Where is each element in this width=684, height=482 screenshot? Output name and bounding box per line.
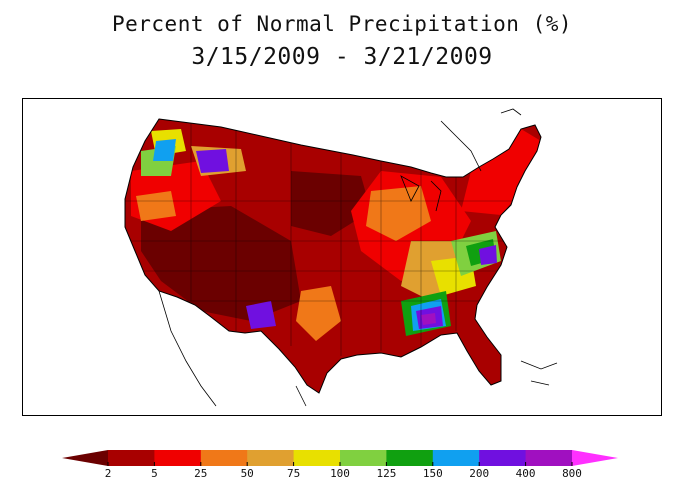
legend-tick-label: 200 [469, 467, 489, 480]
legend-segment-c400_800 [525, 450, 573, 466]
map-title-line-2: 3/15/2009 - 3/21/2009 [191, 44, 493, 70]
legend-segment-c25_50 [200, 450, 248, 466]
legend-segment-c125_150 [386, 450, 434, 466]
zone-150-200-northwest [153, 139, 176, 161]
zone-25-50-west [136, 191, 176, 221]
legend-segment-c200_400 [479, 450, 527, 466]
legend-tick-label: 100 [330, 467, 350, 480]
legend-segment-c75_100 [293, 450, 341, 466]
zone-25-50-texas [296, 286, 341, 341]
legend-tick-label: 75 [287, 467, 300, 480]
map-panel [22, 98, 662, 416]
legend-segment-c2_5 [108, 450, 155, 466]
legend-segment-c150_200 [432, 450, 480, 466]
legend-tick-label: 125 [376, 467, 396, 480]
zone-below-2-southwest [141, 206, 301, 321]
zone-200-400-texas [246, 301, 276, 329]
legend-segment-above-800 [572, 450, 618, 466]
legend-tick-label: 400 [516, 467, 536, 480]
precipitation-map [124, 108, 558, 407]
legend-segment-c100_125 [340, 450, 387, 466]
zone-5-25-northeast [461, 129, 541, 215]
map-title-line-1: Percent of Normal Precipitation (%) [111, 12, 572, 36]
legend-segment-c50_75 [247, 450, 295, 466]
legend-segment-below-2 [62, 450, 108, 466]
state-boundaries [125, 121, 541, 356]
zone-400-800-alabama [421, 313, 436, 325]
legend-tick-label: 800 [562, 467, 582, 480]
zone-25-50-midwest [366, 186, 431, 241]
legend-tick-label: 50 [241, 467, 254, 480]
zone-below-2-plains [291, 171, 371, 236]
legend-tick-label: 150 [423, 467, 443, 480]
legend-tick-label: 2 [105, 467, 112, 480]
neighbor-outlines [158, 108, 558, 407]
us-outline [124, 118, 542, 394]
legend-segment-c5_25 [154, 450, 202, 466]
zone-200-400-montana [196, 149, 229, 173]
zone-200-400-carolinas [479, 245, 497, 265]
legend-tick-label: 25 [194, 467, 207, 480]
legend-tick-label: 5 [151, 467, 158, 480]
